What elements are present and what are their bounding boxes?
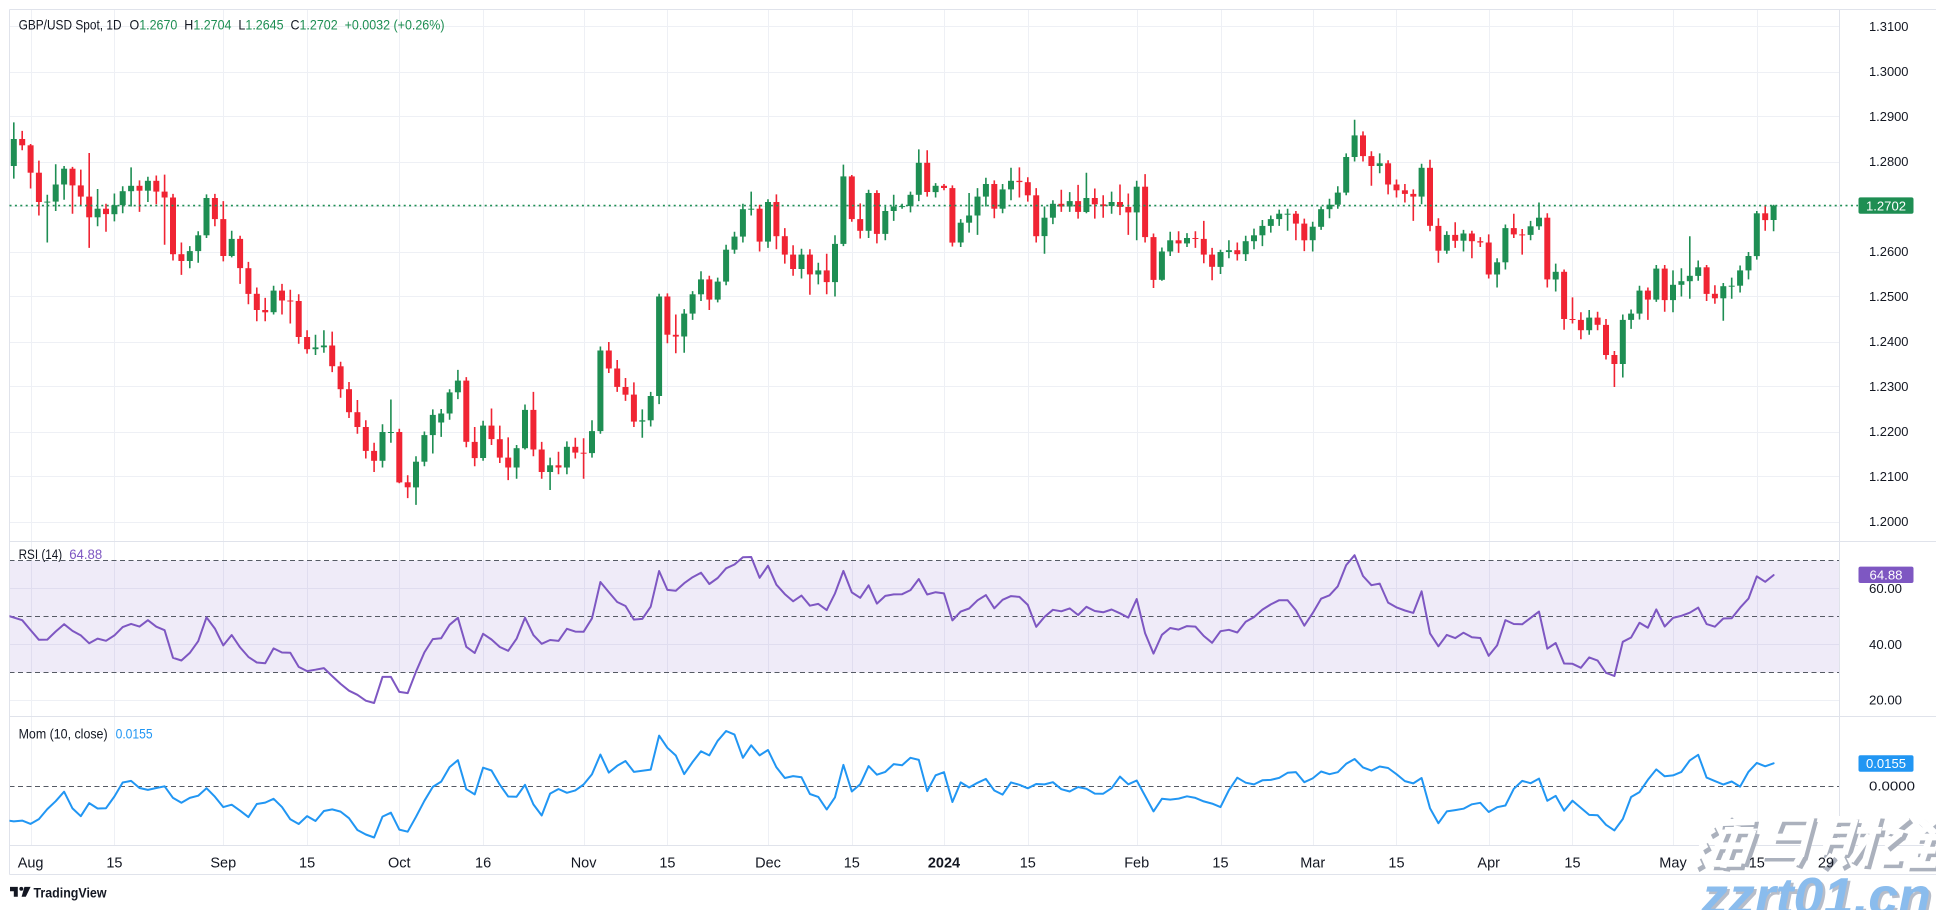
svg-text:Mar: Mar [1300,856,1325,872]
svg-text:0.0155: 0.0155 [1866,756,1906,771]
svg-text:64.88: 64.88 [69,547,102,562]
svg-text:zzrt01.cn: zzrt01.cn [1700,868,1931,910]
svg-text:1.3100: 1.3100 [1869,19,1909,34]
svg-text:1.2000: 1.2000 [1869,514,1909,529]
svg-text:0.0155: 0.0155 [116,727,153,742]
svg-text:15: 15 [299,856,315,872]
svg-text:O1.2670 H1.2704 L1.2645 C1.: O1.2670 H1.2704 L1.2645 C1.2702 +0.0032 … [130,18,445,33]
svg-text:15: 15 [1212,856,1228,872]
svg-text:60.00: 60.00 [1869,581,1902,596]
svg-text:2024: 2024 [928,856,960,872]
svg-text:1.3000: 1.3000 [1869,64,1909,79]
svg-text:1.2702: 1.2702 [1866,198,1906,213]
svg-text:zzrt01.cn: zzrt01.cn [1702,871,1933,910]
svg-text:Aug: Aug [18,856,44,872]
svg-text:29: 29 [1818,856,1834,872]
svg-text:Nov: Nov [571,856,598,872]
svg-text:16: 16 [475,856,491,872]
svg-text:15: 15 [1020,856,1036,872]
svg-text:15: 15 [659,856,675,872]
svg-text:Feb: Feb [1124,856,1149,872]
svg-text:20.00: 20.00 [1869,693,1902,708]
svg-text:Sep: Sep [210,856,236,872]
svg-text:0.0000: 0.0000 [1869,779,1915,794]
svg-text:Mom (10, close): Mom (10, close) [19,727,108,742]
svg-text:Dec: Dec [755,856,781,872]
svg-text:RSI (14): RSI (14) [19,547,63,562]
svg-text:1.2300: 1.2300 [1869,379,1909,394]
svg-text:TradingView: TradingView [34,885,108,901]
svg-text:15: 15 [106,856,122,872]
svg-text:15: 15 [844,856,860,872]
svg-text:1.2400: 1.2400 [1869,334,1909,349]
svg-text:1.2200: 1.2200 [1869,424,1909,439]
svg-text:May: May [1659,856,1687,872]
svg-text:1.2900: 1.2900 [1869,109,1909,124]
svg-text:Apr: Apr [1477,856,1500,872]
svg-text:1.2100: 1.2100 [1869,469,1909,484]
svg-text:Oct: Oct [388,856,411,872]
svg-text:1.2600: 1.2600 [1869,244,1909,259]
svg-text:15: 15 [1388,856,1404,872]
svg-text:15: 15 [1564,856,1580,872]
svg-text:GBP/USD Spot, 1D: GBP/USD Spot, 1D [19,18,122,33]
svg-text:64.88: 64.88 [1870,568,1903,583]
svg-text:40.00: 40.00 [1869,637,1902,652]
svg-text:1.2500: 1.2500 [1869,289,1909,304]
svg-text:1.2800: 1.2800 [1869,154,1909,169]
svg-text:15: 15 [1749,856,1765,872]
